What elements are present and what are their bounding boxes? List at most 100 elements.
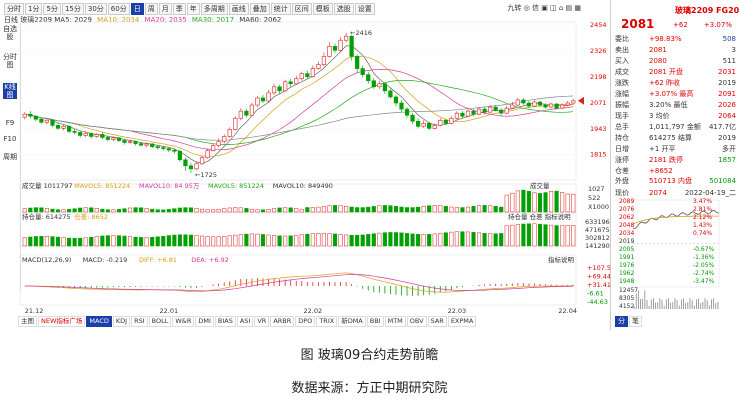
volume-bar (94, 208, 99, 213)
indicator-tab[interactable]: MACD (86, 316, 112, 327)
candle (78, 130, 83, 138)
candle (266, 89, 271, 103)
figure-source: 数据来源：方正中期研究院 (291, 381, 448, 396)
oi-bar (571, 225, 576, 247)
quote-value: 2080 (649, 57, 667, 65)
candle (321, 52, 327, 67)
indicator-tab[interactable]: DPO (295, 316, 316, 327)
period-button[interactable]: 15分 (61, 3, 84, 15)
indicator-tab[interactable]: EXPMA (447, 316, 477, 327)
period-button[interactable]: 月 (158, 3, 172, 15)
indicator-tab[interactable]: 主图 (18, 316, 37, 327)
period-button[interactable]: 模板 (312, 3, 333, 15)
period-button[interactable]: 多周期 (200, 3, 228, 15)
candle (471, 109, 476, 117)
quote-row: 涨跌 +62 昨收 2019 (615, 79, 736, 88)
oi-bar (305, 233, 310, 247)
period-button[interactable]: 年 (186, 3, 200, 15)
period-button[interactable]: 日 (130, 3, 144, 15)
quote-tab[interactable]: 笔 (629, 316, 642, 327)
indicator-tab[interactable]: NEW指标广场 (38, 316, 86, 327)
volume-bar (277, 207, 282, 213)
mini-left-label: 2034 (619, 230, 635, 237)
sidebar-item[interactable]: 分时图 (3, 53, 17, 69)
period-button[interactable]: 画线 (228, 3, 249, 15)
period-button[interactable]: 60分 (107, 3, 130, 15)
toolbar-icons[interactable]: 九转 ◎ 信 ▣ ◫ ⌂ ▤ ▦ (507, 4, 581, 12)
candle (150, 143, 155, 149)
quote-label: 持仓 (615, 134, 629, 142)
period-button[interactable]: 设置 (354, 3, 375, 15)
quote-tab[interactable]: 分 (615, 316, 628, 327)
period-button[interactable]: 周 (144, 3, 158, 15)
oi-bar (404, 233, 410, 247)
candle (188, 162, 194, 173)
period-button[interactable]: 统计 (270, 3, 291, 15)
volume-bar (532, 192, 537, 213)
oi-bar (371, 233, 376, 247)
volume-bar (404, 207, 410, 213)
indicator-tab[interactable]: SAR (427, 316, 447, 327)
indicator-tab[interactable]: OBV (406, 316, 427, 327)
period-button[interactable]: 1分 (25, 3, 43, 15)
period-button[interactable]: 季 (172, 3, 186, 15)
indicator-tab[interactable]: BBI (366, 316, 384, 327)
candle (111, 136, 116, 142)
indicator-tab[interactable]: MTM (384, 316, 406, 327)
quote-row: 现价 2074 2022-04-19_二 (615, 189, 736, 198)
oi-bar (521, 223, 526, 247)
indicator-tab[interactable]: ASI (236, 316, 254, 327)
indicator-tab[interactable]: BIAS (214, 316, 236, 327)
sidebar-item[interactable]: 自选股 (3, 25, 17, 41)
period-button[interactable]: 叠加 (249, 3, 270, 15)
indicator-tab[interactable]: VR (254, 316, 270, 327)
candle (260, 94, 266, 104)
oi-bar (133, 236, 138, 247)
volume-bar (476, 205, 482, 213)
indicator-tab[interactable]: BOLL (148, 316, 172, 327)
volume-bar (238, 207, 243, 213)
volume-bar (233, 207, 238, 213)
oi-bar (111, 235, 116, 247)
sidebar-item[interactable]: 周期 (3, 153, 17, 161)
quote-value-right: 508 (722, 35, 736, 43)
volume-bar (482, 205, 487, 213)
sidebar-item[interactable]: F9 (5, 119, 15, 127)
indicator-legend-item: MAVOL10: 849490 (273, 182, 333, 190)
oi-bar (332, 233, 338, 247)
volume-axis-label: X1000 (588, 203, 609, 211)
candle (211, 143, 216, 152)
volume-tag[interactable]: 成交量 (530, 181, 550, 190)
candle (50, 119, 55, 128)
sidebar-item[interactable]: K线图 (3, 83, 17, 99)
oi-bar (266, 234, 271, 247)
period-button[interactable]: 30分 (84, 3, 107, 15)
oi-bar (565, 225, 570, 247)
period-button[interactable]: 区间 (291, 3, 312, 15)
indicator-tab[interactable]: ARBR (270, 316, 295, 327)
candle (249, 103, 255, 117)
oi-bar (510, 224, 515, 247)
oi-bar (272, 235, 277, 247)
indicator-tab[interactable]: W&R (172, 316, 195, 327)
oi-bar (355, 234, 360, 247)
sidebar-item[interactable]: F10 (3, 135, 17, 143)
macd-tag[interactable]: 指标说明 (548, 255, 575, 264)
candle (61, 124, 66, 131)
indicator-tab[interactable]: 新DMA (338, 316, 366, 327)
oi-bar (449, 231, 454, 247)
period-button[interactable]: 分时 (4, 3, 24, 15)
indicator-tab[interactable]: TRIX (316, 316, 338, 327)
period-button[interactable]: 5分 (43, 3, 61, 15)
oi-bar (543, 224, 548, 247)
volume-bar (283, 207, 288, 213)
candle (476, 107, 482, 116)
oi-tags[interactable]: 持仓量 仓差 指标说明 (508, 212, 571, 221)
oi-bar (122, 235, 127, 247)
indicator-tab[interactable]: DMI (195, 316, 214, 327)
indicator-tab[interactable]: RSI (131, 316, 148, 327)
indicator-tab[interactable]: KDJ (112, 316, 131, 327)
quote-row: 买入 2080 511 (615, 57, 736, 66)
period-button[interactable]: 选股 (333, 3, 354, 15)
quote-value: 2081 (649, 46, 667, 54)
